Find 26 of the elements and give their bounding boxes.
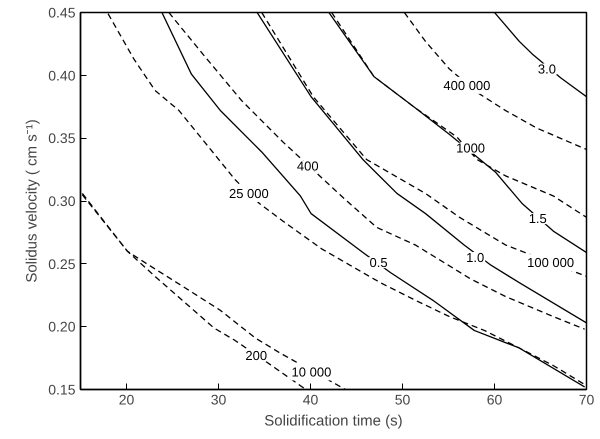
- x-tick-label: 30: [210, 392, 226, 408]
- y-tick-label: 0.25: [48, 256, 76, 272]
- y-tick-label: 0.45: [48, 4, 76, 20]
- y-tick-label: 0.15: [48, 382, 76, 398]
- x-tick-label: 50: [394, 392, 410, 408]
- annotation: 200: [245, 348, 268, 364]
- y-tick-label: 0.40: [48, 67, 76, 84]
- annotation: 1.0: [466, 250, 484, 266]
- annotation: 1000: [456, 140, 486, 156]
- x-tick-label: 60: [486, 392, 502, 408]
- annotation: 0.5: [370, 255, 388, 270]
- x-axis-title: Solidification time (s): [264, 412, 403, 430]
- y-tick-label: 0.35: [48, 130, 76, 146]
- y-axis-title: Solidus velocity ( cm s⁻¹): [23, 119, 40, 283]
- annotation: 400 000: [443, 78, 490, 93]
- annotation: 1.5: [528, 211, 547, 226]
- y-tick-label: 0.30: [48, 193, 76, 209]
- x-tick-label: 40: [302, 392, 318, 408]
- x-tick-label: 20: [118, 392, 134, 408]
- annotation: 3.0: [538, 62, 556, 77]
- annotation: 25 000: [228, 186, 269, 201]
- annotation: 10 000: [292, 364, 332, 380]
- annotation: 100 000: [527, 255, 574, 270]
- x-tick-label: 70: [578, 392, 594, 408]
- annotation: 400: [296, 158, 319, 174]
- y-tick-label: 0.20: [48, 318, 76, 335]
